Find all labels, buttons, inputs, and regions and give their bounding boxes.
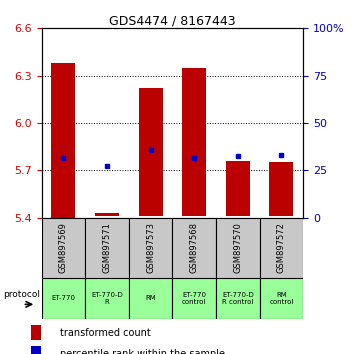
Text: GSM897569: GSM897569 <box>59 222 68 273</box>
Text: GSM897573: GSM897573 <box>146 222 155 273</box>
Text: ET-770
control: ET-770 control <box>182 292 206 305</box>
Bar <box>173 278 216 319</box>
Bar <box>42 218 85 278</box>
Bar <box>173 218 216 278</box>
Bar <box>216 278 260 319</box>
Bar <box>85 278 129 319</box>
Text: ET-770-D
R: ET-770-D R <box>91 292 123 305</box>
Text: GSM897572: GSM897572 <box>277 222 286 273</box>
Bar <box>42 278 85 319</box>
Text: RM
control: RM control <box>269 292 293 305</box>
Bar <box>139 88 162 216</box>
Bar <box>216 218 260 278</box>
Bar <box>129 218 173 278</box>
Text: transformed count: transformed count <box>60 328 151 338</box>
Text: GSM897568: GSM897568 <box>190 222 199 273</box>
Text: GSM897570: GSM897570 <box>233 222 242 273</box>
Bar <box>129 278 173 319</box>
Text: ET-770-D
R control: ET-770-D R control <box>222 292 254 305</box>
Text: percentile rank within the sample: percentile rank within the sample <box>60 349 225 354</box>
Text: GSM897571: GSM897571 <box>103 222 112 273</box>
Bar <box>85 218 129 278</box>
Bar <box>260 218 303 278</box>
Bar <box>51 63 75 218</box>
Text: protocol: protocol <box>4 290 40 299</box>
Bar <box>31 346 41 354</box>
Bar <box>226 161 250 216</box>
Bar <box>95 213 119 216</box>
Text: ET-770: ET-770 <box>51 295 75 301</box>
Bar <box>260 278 303 319</box>
Text: RM: RM <box>145 295 156 301</box>
Bar <box>182 68 206 216</box>
Title: GDS4474 / 8167443: GDS4474 / 8167443 <box>109 14 236 27</box>
Bar <box>269 162 293 216</box>
Bar <box>31 325 41 340</box>
